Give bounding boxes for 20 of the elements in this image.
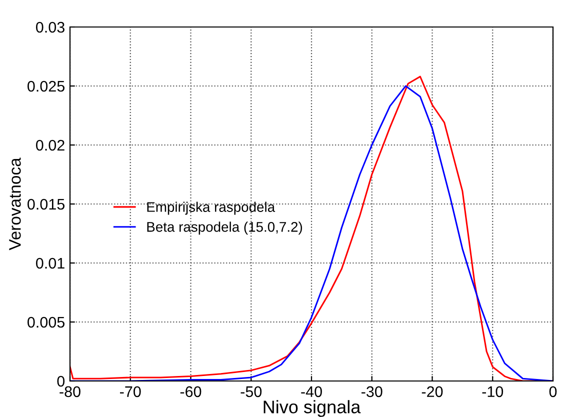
x-tick-label: -80	[60, 386, 80, 398]
x-tick-label: -40	[301, 386, 322, 398]
y-tick-label: 0	[57, 376, 65, 387]
x-tick-label: -60	[180, 386, 202, 398]
legend-label: Beta raspodela (15.0,7.2)	[147, 222, 302, 235]
x-tick-label: 0	[549, 386, 557, 398]
x-tick-label: -70	[120, 386, 141, 398]
y-axis-title: Verovatnoca	[9, 158, 21, 250]
y-tick-label: 0.03	[36, 22, 64, 33]
x-tick-label: -20	[422, 386, 443, 398]
y-tick-label: 0.015	[28, 198, 64, 210]
x-tick-label: -10	[482, 386, 504, 398]
x-tick-label: -50	[240, 386, 262, 398]
x-tick-label: -30	[362, 386, 382, 398]
y-tick-label: 0.02	[36, 140, 64, 151]
x-axis-title: Nivo signala	[264, 400, 361, 417]
legend-label: Empirijska raspodela	[147, 202, 276, 215]
y-tick-label: 0.005	[28, 316, 64, 328]
y-tick-label: 0.025	[28, 80, 64, 92]
y-tick-label: 0.01	[36, 258, 64, 269]
